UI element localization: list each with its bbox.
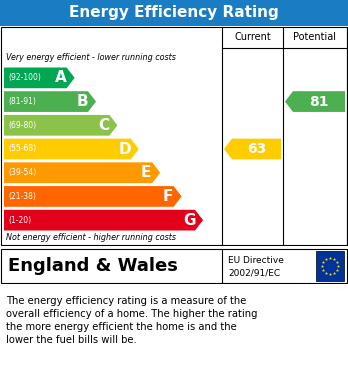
Text: the more energy efficient the home is and the: the more energy efficient the home is an… [6, 322, 237, 332]
Text: 81: 81 [309, 95, 329, 109]
Polygon shape [4, 210, 203, 231]
Text: (81-91): (81-91) [8, 97, 36, 106]
Text: Energy Efficiency Rating: Energy Efficiency Rating [69, 5, 279, 20]
Text: G: G [183, 213, 195, 228]
Text: C: C [98, 118, 109, 133]
Text: Potential: Potential [293, 32, 337, 42]
Polygon shape [4, 139, 139, 160]
Polygon shape [4, 91, 96, 112]
Text: (1-20): (1-20) [8, 216, 31, 225]
Bar [316, 251, 344, 281]
Polygon shape [4, 186, 182, 207]
Text: B: B [76, 94, 88, 109]
Text: 63: 63 [247, 142, 266, 156]
Text: (92-100): (92-100) [8, 74, 41, 83]
Text: Current: Current [234, 32, 271, 42]
Text: (39-54): (39-54) [8, 168, 36, 177]
Text: (69-80): (69-80) [8, 121, 36, 130]
Polygon shape [285, 91, 345, 112]
Text: lower the fuel bills will be.: lower the fuel bills will be. [6, 335, 137, 345]
Text: (21-38): (21-38) [8, 192, 36, 201]
Text: F: F [163, 189, 173, 204]
Text: Not energy efficient - higher running costs: Not energy efficient - higher running co… [6, 233, 176, 242]
Text: A: A [55, 70, 66, 85]
Text: Very energy efficient - lower running costs: Very energy efficient - lower running co… [6, 52, 176, 61]
Text: (55-68): (55-68) [8, 145, 36, 154]
Text: D: D [119, 142, 131, 156]
Polygon shape [4, 68, 74, 88]
Polygon shape [4, 115, 117, 136]
Text: 2002/91/EC: 2002/91/EC [228, 269, 280, 278]
Text: England & Wales: England & Wales [8, 257, 178, 275]
Text: The energy efficiency rating is a measure of the: The energy efficiency rating is a measur… [6, 296, 246, 306]
Text: EU Directive: EU Directive [228, 256, 284, 265]
Polygon shape [4, 162, 160, 183]
Polygon shape [224, 139, 281, 160]
Text: E: E [141, 165, 151, 180]
Text: overall efficiency of a home. The higher the rating: overall efficiency of a home. The higher… [6, 309, 258, 319]
